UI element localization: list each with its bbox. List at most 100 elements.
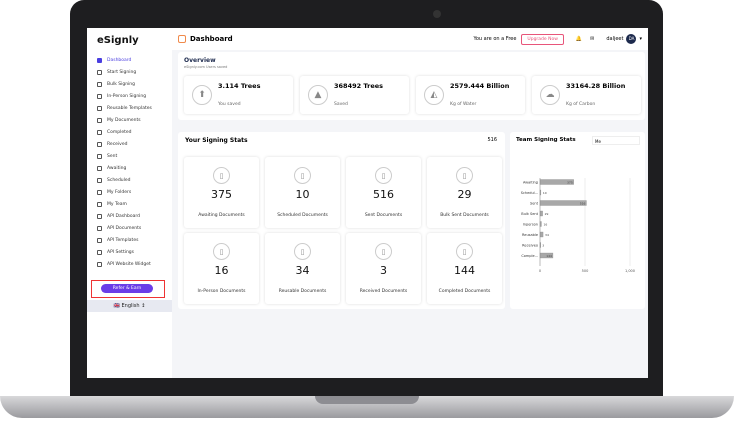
tree-icon: ▲ <box>308 85 328 105</box>
screen: eSignly Dashboard Start Signing Bulk Signi… <box>87 28 648 378</box>
signing-stats-title: Your Signing Stats <box>185 137 248 144</box>
nav-icon <box>97 93 102 99</box>
sidebar: eSignly Dashboard Start Signing Bulk Signi… <box>87 28 172 378</box>
sidebar-item-label: My Folders <box>107 189 132 195</box>
sidebar-item[interactable]: My Documents <box>97 114 152 126</box>
data-label: 375 <box>567 180 573 184</box>
overview-value: 368492 Trees <box>334 81 384 90</box>
sidebar-item-label: API Documents <box>107 225 142 231</box>
document-icon: ▯ <box>456 167 473 184</box>
overview-text: 2579.444 Billion Kg of Water <box>450 82 509 109</box>
document-icon: ▯ <box>375 243 392 260</box>
sidebar-item[interactable]: My Team <box>97 198 152 210</box>
nav-icon <box>97 57 102 63</box>
stat-card[interactable]: ▯ 144 Completed Documents <box>427 233 502 304</box>
bell-icon[interactable]: 🔔 <box>575 36 583 42</box>
username[interactable]: daljeet <box>606 36 624 42</box>
team-filter-select[interactable]: Me <box>592 136 640 145</box>
stat-value: 375 <box>211 188 232 201</box>
sidebar-item[interactable]: API Documents <box>97 222 152 234</box>
y-tick-label: Awaiting <box>523 181 538 185</box>
overview-label: Kg of Water <box>450 101 477 107</box>
data-label: 34 <box>545 233 549 237</box>
arrow-up-icon: ⬆ <box>192 85 212 105</box>
sidebar-item[interactable]: Scheduled <box>97 174 152 186</box>
stat-card[interactable]: ▯ 3 Received Documents <box>346 233 421 304</box>
sidebar-item-label: API Website Widget <box>107 261 151 267</box>
sidebar-item-label: Reusable Templates <box>107 105 152 111</box>
logo: eSignly <box>97 35 139 46</box>
overview-card: ◭ 2579.444 Billion Kg of Water <box>416 76 525 114</box>
header: Dashboard You are on a Free Upgrade Now … <box>172 28 648 50</box>
sidebar-item[interactable]: Awaiting <box>97 162 152 174</box>
refer-earn-button[interactable]: Refer & Earn <box>101 284 153 293</box>
nav-icon <box>97 141 102 147</box>
y-tick-label: Reusable <box>522 233 538 237</box>
stat-card[interactable]: ▯ 375 Awaiting Documents <box>184 157 259 228</box>
y-tick-label: Inperson <box>523 223 538 227</box>
sidebar-item-label: In-Person Signing <box>107 93 147 99</box>
team-stats-title: Team Signing Stats <box>516 137 576 143</box>
nav-icon <box>97 165 102 171</box>
stat-label: Scheduled Documents <box>277 213 328 218</box>
plan-text: You are on a Free <box>473 36 517 42</box>
sidebar-item[interactable]: API Templates <box>97 234 152 246</box>
sidebar-item-label: Sent <box>107 153 118 159</box>
bar <box>539 210 543 217</box>
x-tick-label: 500 <box>582 269 589 273</box>
sidebar-item-label: Start Signing <box>107 69 137 75</box>
sidebar-item[interactable]: API Website Widget <box>97 258 152 270</box>
stat-label: Sent Documents <box>364 213 403 218</box>
stat-card[interactable]: ▯ 29 Bulk Sent Documents <box>427 157 502 228</box>
sidebar-item[interactable]: Reusable Templates <box>97 102 152 114</box>
stat-card[interactable]: ▯ 16 In-Person Documents <box>184 233 259 304</box>
nav-icon <box>97 177 102 183</box>
sidebar-item[interactable]: Start Signing <box>97 66 152 78</box>
nav-icon <box>97 105 102 111</box>
stat-card[interactable]: ▯ 34 Reusable Documents <box>265 233 340 304</box>
document-icon: ▯ <box>294 167 311 184</box>
sidebar-item[interactable]: Sent <box>97 150 152 162</box>
stat-value: 3 <box>380 264 387 277</box>
document-icon: ▯ <box>294 243 311 260</box>
camera <box>433 10 441 18</box>
overview-card: ⬆ 3.114 Trees You saved <box>184 76 293 114</box>
nav-icon <box>97 261 102 267</box>
sidebar-item-label: Dashboard <box>107 57 132 63</box>
sidebar-item-label: API Settings <box>107 249 135 255</box>
team-bar-chart: 0 500 1,000 Awaiting 375 Schedul... 10 Sent 516 B… <box>521 178 635 273</box>
stat-value: 144 <box>454 264 475 277</box>
document-icon: ▯ <box>456 243 473 260</box>
stat-card[interactable]: ▯ 10 Scheduled Documents <box>265 157 340 228</box>
sidebar-item-label: My Team <box>107 201 127 207</box>
mail-icon[interactable]: ✉ <box>590 36 595 42</box>
stat-card[interactable]: ▯ 516 Sent Documents <box>346 157 421 228</box>
stat-label: Awaiting Documents <box>198 213 245 218</box>
sidebar-item-label: Received <box>107 141 128 147</box>
avatar[interactable]: DA <box>626 34 637 44</box>
sidebar-item[interactable]: My Folders <box>97 186 152 198</box>
nav-icon <box>97 201 102 207</box>
overview-subtitle: eSignly.com Users saved <box>184 65 228 69</box>
upgrade-button[interactable]: Upgrade Now <box>521 33 564 45</box>
nav-icon <box>97 153 102 159</box>
stat-value: 16 <box>214 264 229 277</box>
nav-icon <box>97 249 102 255</box>
x-tick-label: 0 <box>539 269 541 273</box>
y-tick-label: Bulk Sent <box>521 212 538 216</box>
sidebar-item[interactable]: Bulk Signing <box>97 78 152 90</box>
nav-icon <box>97 237 102 243</box>
sidebar-item[interactable]: Received <box>97 138 152 150</box>
sidebar-item[interactable]: API Dashboard <box>97 210 152 222</box>
sidebar-item[interactable]: In-Person Signing <box>97 90 152 102</box>
sidebar-item[interactable]: API Settings <box>97 246 152 258</box>
data-label: 29 <box>545 212 549 216</box>
stat-label: Bulk Sent Documents <box>440 213 489 218</box>
page-title: Dashboard <box>190 35 233 43</box>
stat-value: 34 <box>295 264 310 277</box>
sidebar-item[interactable]: Completed <box>97 126 152 138</box>
chevron-down-icon[interactable]: ▾ <box>639 36 642 42</box>
sidebar-item[interactable]: Dashboard <box>97 54 152 66</box>
stat-value: 10 <box>295 188 310 201</box>
language-selector[interactable]: 🇬🇧 English ↕ <box>87 300 172 312</box>
